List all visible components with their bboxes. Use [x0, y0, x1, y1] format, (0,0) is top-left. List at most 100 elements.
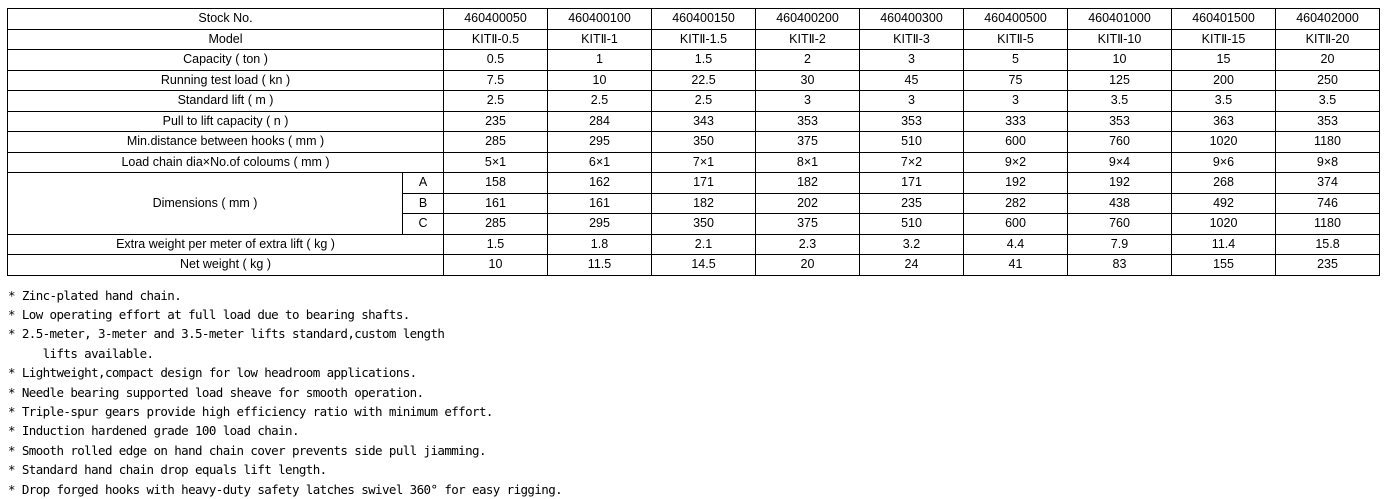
table-row-load-chain: Load chain dia×No.of coloums ( mm ) 5×1 … — [7, 151, 1380, 173]
cell: 2.3 — [755, 233, 860, 255]
cell: 200 — [1171, 69, 1276, 91]
cell: 2.5 — [547, 90, 652, 112]
cell: 202 — [755, 192, 860, 214]
cell: 460400050 — [443, 8, 548, 30]
cell: 285 — [443, 131, 548, 153]
cell: 438 — [1067, 192, 1172, 214]
cell: 3.5 — [1067, 90, 1172, 112]
cell: KITⅡ-1 — [547, 28, 652, 50]
cell: 20 — [755, 254, 860, 276]
cell: 375 — [755, 213, 860, 235]
cell: 171 — [651, 172, 756, 194]
cell: KITⅡ-20 — [1275, 28, 1380, 50]
row-label: Min.distance between hooks ( mm ) — [7, 131, 444, 153]
table-row-pull-to-lift: Pull to lift capacity ( n ) 235 284 343 … — [7, 110, 1380, 132]
cell: 285 — [443, 213, 548, 235]
table-row-dimensions-a: Dimensions ( mm ) A 158 162 171 182 171 … — [7, 172, 1380, 235]
dimension-key: A — [402, 172, 444, 194]
cell: 235 — [859, 192, 964, 214]
cell: 353 — [1275, 110, 1380, 132]
cell: 600 — [963, 131, 1068, 153]
cell: 14.5 — [651, 254, 756, 276]
cell: KITⅡ-10 — [1067, 28, 1172, 50]
note-line: * Needle bearing supported load sheave f… — [8, 384, 424, 400]
cell: 8×1 — [755, 151, 860, 173]
cell: 3.5 — [1171, 90, 1276, 112]
row-label: Load chain dia×No.of coloums ( mm ) — [7, 151, 444, 173]
table-row-extra-weight: Extra weight per meter of extra lift ( k… — [7, 233, 1380, 255]
cell: 282 — [963, 192, 1068, 214]
cell: 11.5 — [547, 254, 652, 276]
cell: 2 — [755, 49, 860, 71]
cell: 9×8 — [1275, 151, 1380, 173]
cell: 161 — [443, 192, 548, 214]
cell: 460402000 — [1275, 8, 1380, 30]
row-label: Extra weight per meter of extra lift ( k… — [7, 233, 444, 255]
table-row-running-test-load: Running test load ( kn ) 7.5 10 22.5 30 … — [7, 69, 1380, 91]
cell: 3 — [755, 90, 860, 112]
cell: 460400300 — [859, 8, 964, 30]
cell: 22.5 — [651, 69, 756, 91]
cell: 3 — [963, 90, 1068, 112]
cell: 9×2 — [963, 151, 1068, 173]
cell: 192 — [1067, 172, 1172, 194]
cell: 510 — [859, 131, 964, 153]
cell: 10 — [547, 69, 652, 91]
cell: 6×1 — [547, 151, 652, 173]
cell: 7.5 — [443, 69, 548, 91]
note-line: * Triple-spur gears provide high efficie… — [8, 403, 493, 419]
dimensions-label: Dimensions ( mm ) — [7, 172, 403, 235]
note-line: * 2.5-meter, 3-meter and 3.5-meter lifts… — [8, 326, 445, 342]
cell: KITⅡ-2 — [755, 28, 860, 50]
cell: 268 — [1171, 172, 1276, 194]
cell: 353 — [755, 110, 860, 132]
cell: 15.8 — [1275, 233, 1380, 255]
table-row-capacity: Capacity ( ton ) 0.5 1 1.5 2 3 5 10 15 2… — [7, 49, 1380, 71]
cell: 4.4 — [963, 233, 1068, 255]
table-row-dimensions-c: C 285 295 350 375 510 600 760 1020 1180 — [8, 213, 1380, 235]
table-row-stock-no: Stock No. 460400050 460400100 460400150 … — [7, 8, 1380, 30]
cell: 460400200 — [755, 8, 860, 30]
cell: 155 — [1171, 254, 1276, 276]
cell: 5 — [963, 49, 1068, 71]
cell: 295 — [547, 131, 652, 153]
table-row-min-distance: Min.distance between hooks ( mm ) 285 29… — [7, 131, 1380, 153]
cell: 83 — [1067, 254, 1172, 276]
cell: 3.2 — [859, 233, 964, 255]
cell: 374 — [1275, 172, 1380, 194]
note-line: * Zinc-plated hand chain. — [8, 287, 182, 303]
cell: 2.5 — [651, 90, 756, 112]
cell: 353 — [1067, 110, 1172, 132]
note-line: * Lightweight,compact design for low hea… — [8, 365, 417, 381]
note-line: * Drop forged hooks with heavy-duty safe… — [8, 481, 563, 497]
cell: 10 — [443, 254, 548, 276]
row-label: Pull to lift capacity ( n ) — [7, 110, 444, 132]
cell: 350 — [651, 131, 756, 153]
cell: KITⅡ-0.5 — [443, 28, 548, 50]
cell: KITⅡ-5 — [963, 28, 1068, 50]
cell: 600 — [963, 213, 1068, 235]
cell: 1180 — [1275, 131, 1380, 153]
cell: 3 — [859, 90, 964, 112]
dimension-key: C — [402, 213, 444, 235]
cell: 7.9 — [1067, 233, 1172, 255]
cell: 7×2 — [859, 151, 964, 173]
cell: 10 — [1067, 49, 1172, 71]
cell: 1020 — [1171, 213, 1276, 235]
row-label: Model — [7, 28, 444, 50]
row-label: Net weight ( kg ) — [7, 254, 444, 276]
cell: KITⅡ-15 — [1171, 28, 1276, 50]
cell: 284 — [547, 110, 652, 132]
cell: 295 — [547, 213, 652, 235]
row-label: Standard lift ( m ) — [7, 90, 444, 112]
cell: 235 — [443, 110, 548, 132]
cell: 15 — [1171, 49, 1276, 71]
note-line: * Smooth rolled edge on hand chain cover… — [8, 442, 486, 458]
cell: 41 — [963, 254, 1068, 276]
cell: 1.5 — [443, 233, 548, 255]
cell: 192 — [963, 172, 1068, 194]
cell: 333 — [963, 110, 1068, 132]
cell: 0.5 — [443, 49, 548, 71]
cell: 2.1 — [651, 233, 756, 255]
cell: 45 — [859, 69, 964, 91]
